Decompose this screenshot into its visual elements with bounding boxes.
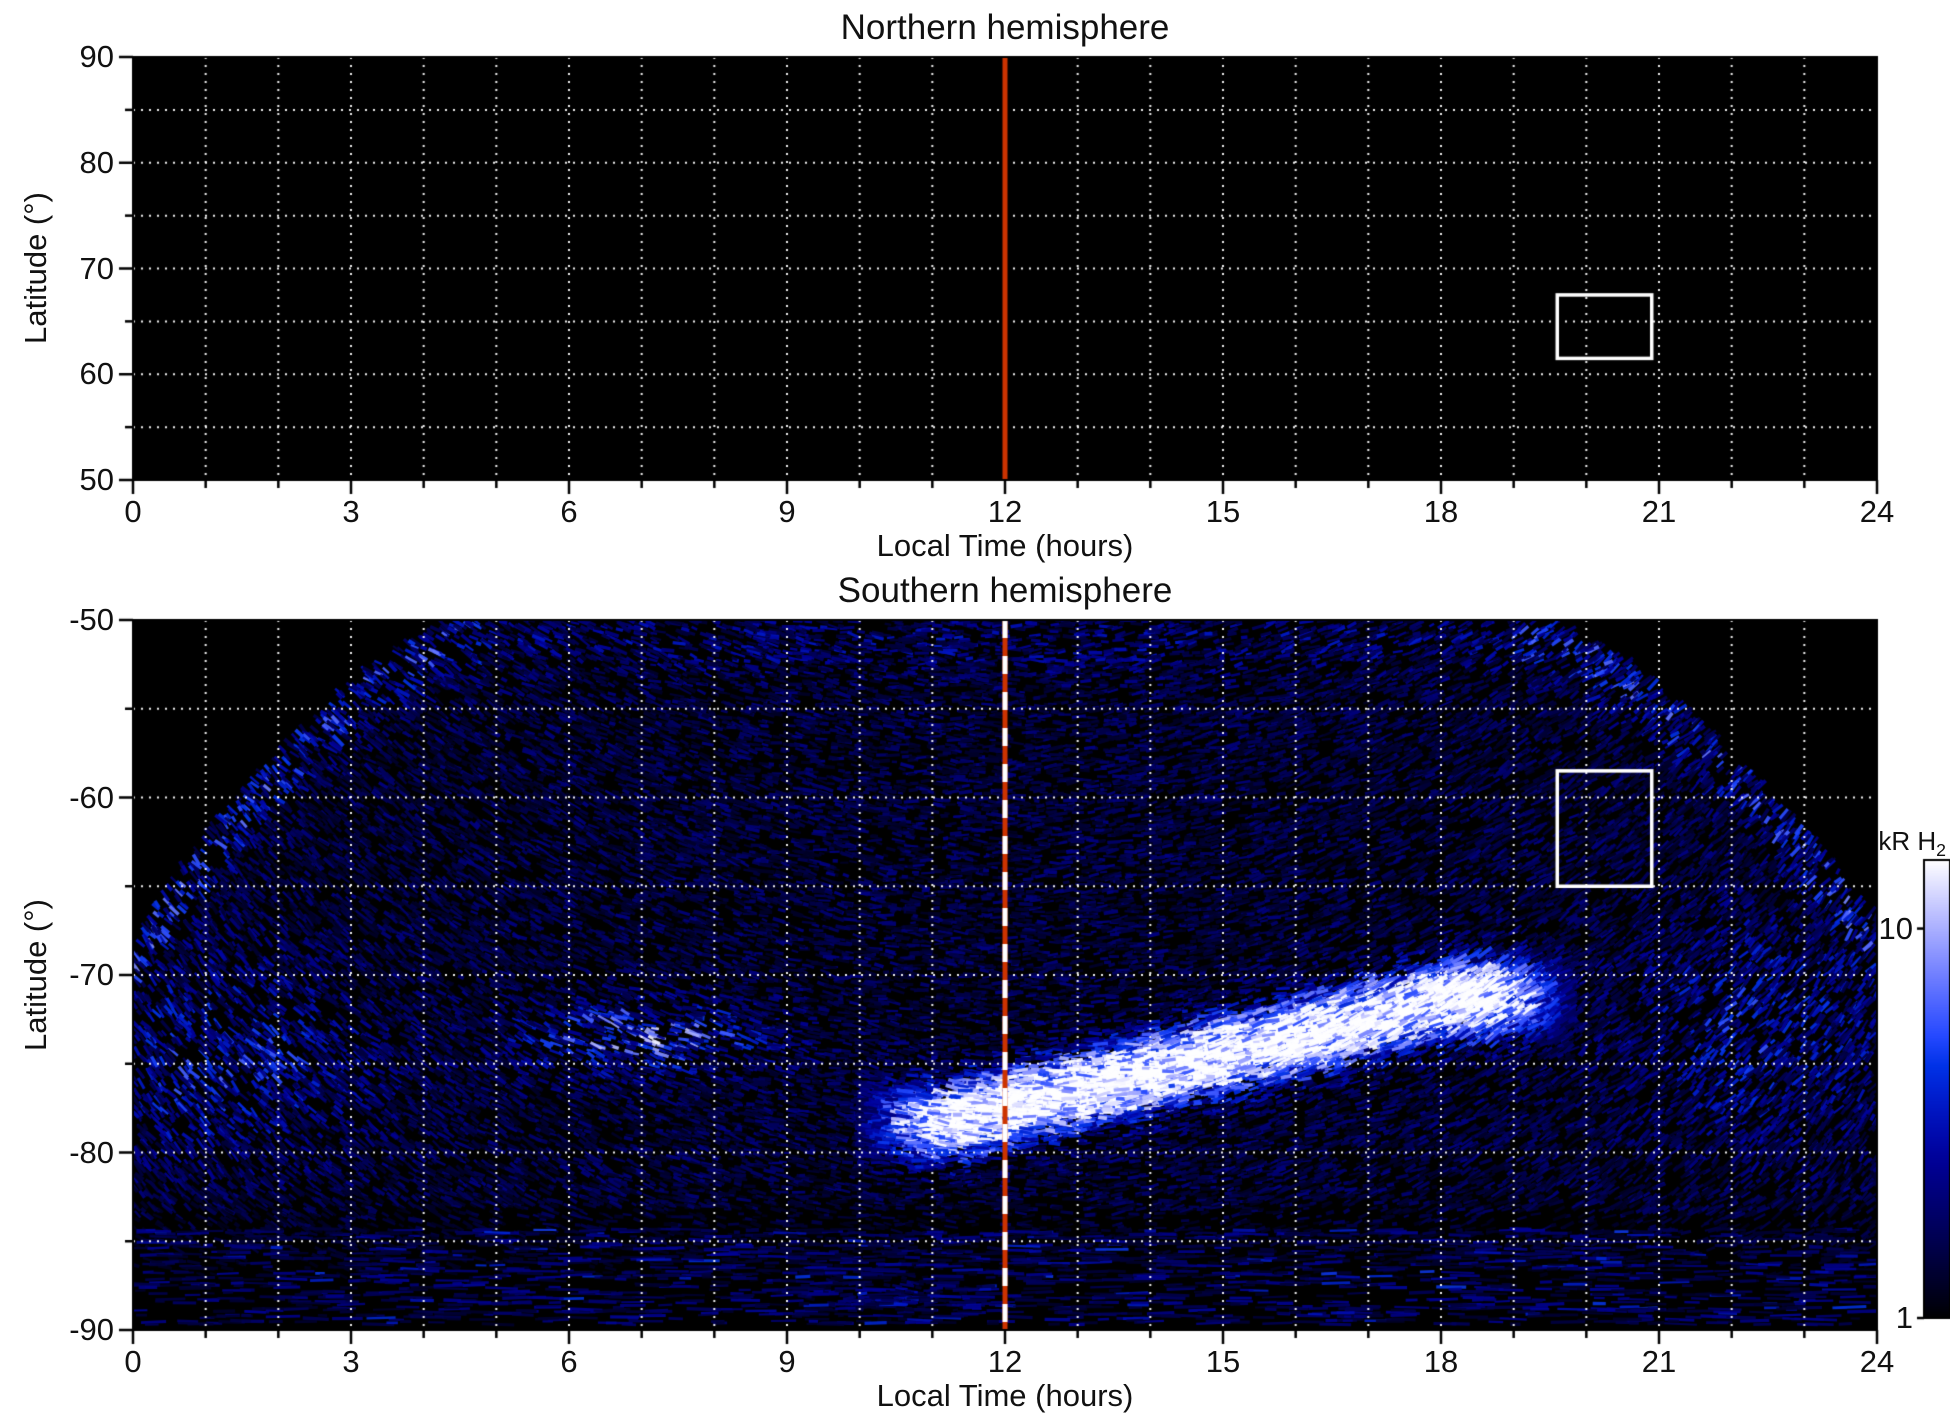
colorbar-tick-label: 1 (1895, 1300, 1913, 1335)
north-x-tick-label: 9 (778, 494, 796, 529)
south-x-tick-label: 24 (1859, 1344, 1895, 1379)
north-y-tick-label: 90 (79, 39, 114, 74)
north-panel-title: Northern hemisphere (840, 8, 1170, 47)
south-x-tick-label: 3 (342, 1344, 360, 1379)
north-y-tick-label: 80 (79, 144, 114, 180)
south-x-tick-label: 9 (778, 1344, 796, 1379)
north-x-tick-label: 6 (560, 494, 578, 529)
south-y-tick-label: -50 (69, 602, 114, 637)
colorbar-label-sub: 2 (1936, 840, 1946, 861)
south-x-tick-label: 18 (1423, 1344, 1459, 1379)
south-x-tick-label: 6 (560, 1344, 578, 1379)
north-y-tick-label: 60 (79, 356, 114, 392)
south-x-tick-label: 21 (1641, 1344, 1677, 1379)
north-xaxis-label: Local Time (hours) (876, 528, 1134, 563)
south-y-tick-label: -80 (69, 1134, 114, 1170)
north-x-tick-label: 3 (342, 494, 360, 529)
colorbar-tick-label: 10 (1878, 910, 1913, 946)
north-y-tick-label: 70 (79, 250, 114, 286)
south-panel-title: Southern hemisphere (837, 571, 1173, 610)
south-y-tick-label: -90 (69, 1312, 114, 1347)
colorbar-label: kR H2 (1796, 826, 1946, 861)
south-y-tick-label: -60 (69, 779, 114, 815)
south-xaxis-label: Local Time (hours) (876, 1378, 1134, 1413)
north-x-tick-label: 18 (1423, 494, 1459, 529)
north-x-tick-label: 12 (987, 494, 1023, 529)
south-y-tick-label: -70 (69, 957, 114, 992)
north-x-tick-label: 21 (1641, 494, 1677, 529)
colorbar-label-main: kR H (1878, 826, 1937, 856)
north-y-tick-label: 50 (79, 462, 114, 497)
north-x-tick-label: 15 (1205, 494, 1241, 529)
south-x-tick-label: 0 (124, 1344, 142, 1379)
north-x-tick-label: 24 (1859, 494, 1895, 529)
south-x-tick-label: 15 (1205, 1344, 1241, 1379)
south-x-tick-label: 12 (987, 1344, 1023, 1379)
north-x-tick-label: 0 (124, 494, 142, 529)
